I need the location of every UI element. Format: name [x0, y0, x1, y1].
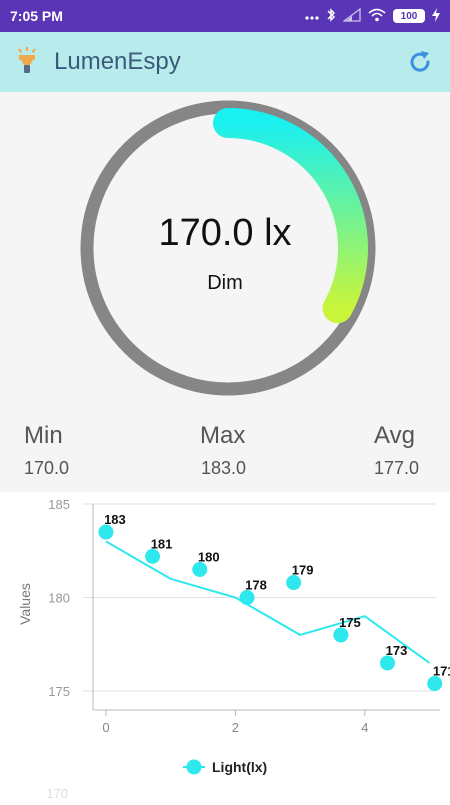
- avg-value: 177.0: [374, 458, 419, 479]
- gauge-panel: 170.0 lx Dim Min 170.0 Max 183.0 Avg 177…: [0, 92, 450, 492]
- app-title: LumenEspy: [54, 48, 181, 76]
- min-label: Min: [24, 422, 63, 450]
- dots-icon: [305, 8, 319, 24]
- x-tick-label: 4: [361, 720, 368, 735]
- min-value: 170.0: [24, 458, 69, 479]
- battery-icon: 100: [393, 9, 425, 23]
- bluetooth-icon: [326, 7, 336, 26]
- light-chart: 175 180 185 0 2 4 Values 183 181 180 178 179 175 173 1…: [0, 492, 450, 800]
- status-time: 7:05 PM: [10, 8, 63, 24]
- y-axis-label: Values: [17, 583, 33, 625]
- wifi-icon: [368, 8, 386, 25]
- data-label: 173: [386, 643, 408, 658]
- y-tick-label: 180: [48, 591, 70, 606]
- signal-icon: [343, 8, 361, 25]
- y-tick-label: 175: [48, 684, 70, 699]
- data-label: 171: [433, 664, 450, 679]
- avg-label: Avg: [374, 422, 415, 450]
- x-tick-label: 2: [232, 720, 239, 735]
- data-label: 180: [198, 549, 220, 564]
- charging-icon: [432, 8, 440, 25]
- max-value: 183.0: [201, 458, 246, 479]
- data-label: 183: [104, 512, 126, 527]
- max-label: Max: [200, 422, 245, 450]
- gauge-level-label: Dim: [0, 272, 450, 295]
- legend-label: Light(lx): [212, 759, 267, 775]
- data-label: 175: [339, 615, 361, 630]
- refresh-icon[interactable]: [404, 46, 436, 78]
- gauge-value: 170.0 lx: [0, 212, 450, 255]
- app-bar: LumenEspy: [0, 32, 450, 92]
- data-label: 178: [245, 578, 267, 593]
- extra-y-tick-label: 170: [46, 786, 68, 800]
- x-tick-label: 0: [102, 720, 109, 735]
- data-label: 179: [292, 563, 314, 578]
- y-tick-label: 185: [48, 497, 70, 512]
- status-bar: 7:05 PM 100: [0, 0, 450, 32]
- flashlight-icon: [14, 46, 40, 79]
- chart-svg: 175 180 185 0 2 4 Values 183 181 180 178 179 175 173 1…: [0, 492, 450, 800]
- data-label: 181: [151, 536, 173, 551]
- status-icons: 100: [305, 7, 440, 26]
